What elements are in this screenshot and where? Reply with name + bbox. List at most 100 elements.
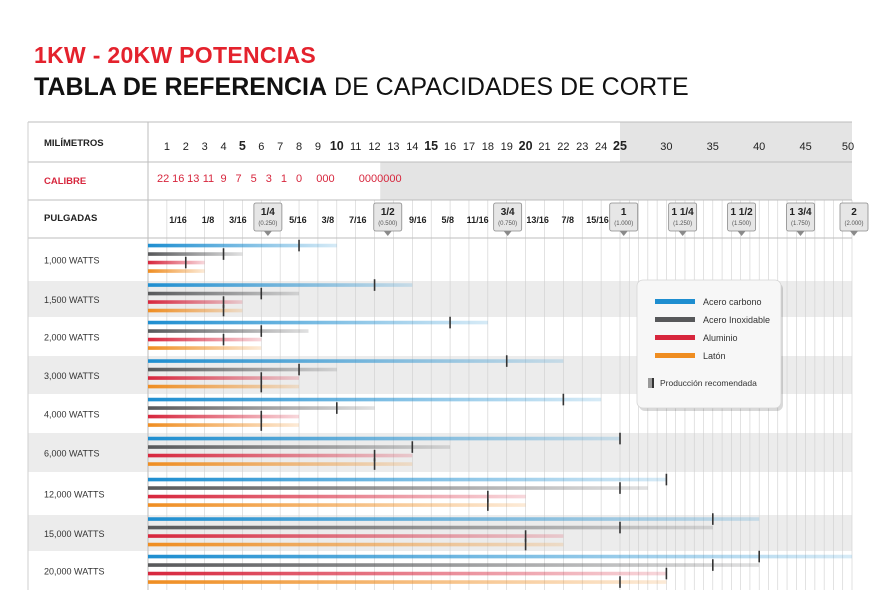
inch-callout-sub: (1.000)	[614, 221, 633, 227]
inch-callout-pointer	[796, 231, 805, 236]
capacity-bar-aluminum	[148, 414, 300, 419]
capacity-bar-carbon	[148, 517, 760, 521]
capacity-bar-aluminum	[148, 453, 413, 458]
mm-tick-label: 18	[482, 141, 494, 153]
inch-callout-label: 2	[851, 207, 857, 218]
capacity-bar-brass	[148, 503, 526, 507]
capacity-bar-carbon	[148, 554, 852, 559]
power-label: 1,500 WATTS	[44, 295, 100, 305]
mm-tick-label: 45	[799, 141, 811, 153]
power-label: 2,000 WATTS	[44, 333, 100, 343]
row-header-calibre: CALIBRE	[44, 176, 86, 187]
power-row: 1,500 WATTS	[44, 279, 413, 317]
mm-tick-label: 15	[424, 139, 438, 153]
calibre-label: 3	[266, 173, 272, 185]
capacity-bar-brass	[148, 308, 243, 313]
calibre-label: 9	[220, 173, 226, 185]
capacity-bar-carbon	[148, 436, 620, 441]
power-row: 15,000 WATTS	[44, 513, 760, 551]
legend-label: Latón	[703, 351, 726, 361]
inch-label: 11/16	[467, 215, 489, 225]
inch-callout: 1/4 (0.250)	[253, 202, 283, 236]
power-row: 6,000 WATTS	[44, 432, 621, 470]
mm-tick-label: 1	[164, 141, 170, 153]
mm-tick-label: 22	[557, 141, 569, 153]
mm-tick-label: 40	[753, 141, 765, 153]
power-label: 4,000 WATTS	[44, 410, 100, 420]
inch-callout-sub: (1.750)	[791, 221, 810, 227]
capacity-bar-stainless	[148, 445, 451, 449]
inch-callout-pointer	[619, 231, 628, 236]
mm-tick-label: 10	[330, 139, 344, 153]
power-label: 20,000 WATTS	[44, 567, 105, 577]
mm-tick-label: 5	[239, 139, 246, 153]
mm-tick-label: 11	[350, 141, 361, 153]
capacity-bar-aluminum	[148, 376, 300, 380]
calibre-label: 16	[172, 173, 184, 185]
inch-callout-pointer	[737, 231, 746, 236]
inch-callout-pointer	[383, 231, 392, 236]
mm-tick-label: 30	[660, 141, 672, 153]
inch-callout-label: 1 1/4	[672, 207, 695, 218]
capacity-bar-carbon	[148, 477, 667, 482]
inch-label: 5/16	[289, 215, 307, 225]
mm-tick-label: 25	[613, 139, 627, 153]
power-label: 15,000 WATTS	[44, 529, 105, 539]
row-header-mm: MILÍMETROS	[44, 138, 104, 149]
mm-tick-label: 7	[277, 141, 283, 153]
calibre-label: 11	[203, 173, 214, 185]
legend-label: Acero carbono	[703, 297, 762, 307]
power-row: 2,000 WATTS	[44, 316, 488, 350]
calibre-label: 1	[281, 173, 287, 185]
inch-callout-pointer	[850, 231, 858, 236]
inch-label: 7/8	[561, 215, 574, 225]
capacity-bar-stainless	[148, 291, 300, 296]
capacity-bar-brass	[148, 423, 300, 427]
inch-label: 7/16	[349, 215, 367, 225]
title-power-range: 1KW - 20KW POTENCIAS	[34, 42, 317, 68]
legend-box	[636, 279, 782, 409]
capacity-bar-stainless	[148, 525, 713, 530]
inch-label: 9/16	[409, 215, 427, 225]
legend-marker-label: Producción recomendada	[660, 378, 757, 388]
inch-callout-sub: (0.250)	[258, 221, 277, 227]
inch-callout: 1/2 (0.500)	[373, 202, 403, 236]
chart-title-rest: DE CAPACIDADES DE CORTE	[327, 73, 689, 101]
thick-range-shade	[620, 122, 852, 200]
capacity-bar-stainless	[148, 252, 243, 256]
inch-callout-sub: (1.500)	[732, 221, 751, 227]
capacity-bar-carbon	[148, 283, 413, 287]
power-label: 12,000 WATTS	[44, 490, 105, 500]
inch-callout: 1 3/4 (1.750)	[786, 202, 815, 236]
mm-tick-label: 8	[296, 141, 302, 153]
chart-title: TABLA DE REFERENCIA DE CAPACIDADES DE CO…	[34, 73, 689, 102]
mm-tick-label: 17	[463, 141, 475, 153]
mm-tick-label: 14	[406, 141, 418, 153]
row-header-inches: PULGADAS	[44, 213, 97, 224]
legend-label: Aluminio	[703, 333, 738, 343]
power-label: 1,000 WATTS	[44, 256, 100, 266]
calibre-label: 000	[316, 173, 334, 185]
power-row: 4,000 WATTS	[44, 393, 602, 431]
power-label: 6,000 WATTS	[44, 449, 100, 459]
mm-tick-label: 35	[707, 141, 719, 153]
calibre-label: 0	[296, 173, 302, 185]
legend-swatch	[655, 299, 695, 304]
inch-callout-pointer	[678, 231, 687, 236]
power-row: 20,000 WATTS	[44, 550, 852, 588]
mm-tick-label: 3	[202, 141, 208, 153]
mm-tick-label: 50	[842, 141, 854, 153]
mm-tick-label: 12	[368, 141, 380, 153]
inch-callout: 1 1/4 (1.250)	[668, 202, 698, 236]
capacity-bar-stainless	[148, 486, 648, 490]
capacity-bar-stainless	[148, 563, 760, 567]
capacity-bar-aluminum	[148, 571, 667, 576]
inch-callout-pointer	[263, 231, 272, 236]
power-row: 12,000 WATTS	[44, 473, 668, 511]
capacity-bar-carbon	[148, 320, 488, 325]
calibre-label: 7	[236, 173, 242, 185]
inch-label: 3/8	[322, 215, 335, 225]
inch-callout-sub: (0.500)	[378, 221, 397, 227]
